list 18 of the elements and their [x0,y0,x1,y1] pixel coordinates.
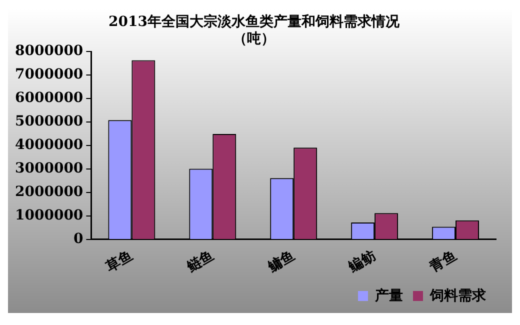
y-tick-label: 5000000 [14,114,84,130]
legend-label: 饲料需求 [429,286,487,303]
x-tick-label: 鳙鱼 [264,246,298,276]
y-tick-label: 6000000 [14,90,84,106]
y-tick-label: 4000000 [14,137,84,154]
x-tick-label: 青鱼 [426,246,459,276]
chart-subtitle: （吨） [233,30,275,47]
y-tick-label: 8000000 [14,43,84,60]
y-tick-label: 0 [73,231,84,248]
chart-title: 2013年全国大宗淡水鱼类产量和饲料需求情况 [108,13,400,30]
y-tick-label: 3000000 [14,160,84,177]
legend-label: 产量 [374,286,403,303]
x-tick-label: 鳊鲂 [344,246,378,276]
y-tick-label: 7000000 [14,66,84,83]
y-tick-label: 1000000 [14,208,84,224]
x-tick-label: 鲢鱼 [182,246,216,276]
y-tick-label: 2000000 [14,184,84,200]
x-tick-label: 草鱼 [102,246,136,276]
